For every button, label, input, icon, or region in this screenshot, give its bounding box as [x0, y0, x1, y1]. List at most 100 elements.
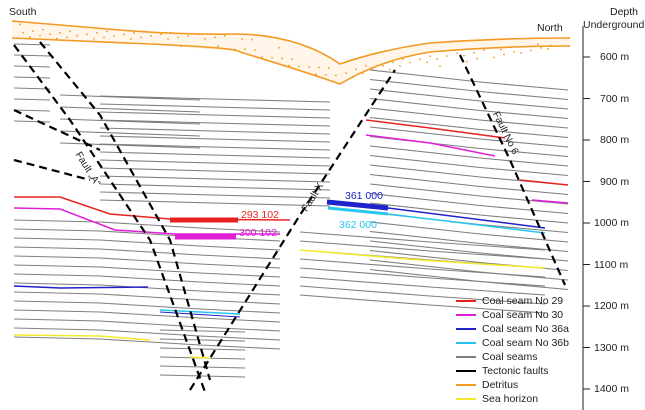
coal-seam-line — [99, 175, 331, 183]
depth-tick-label: 800 m — [600, 134, 630, 146]
sea-horizon-bottom — [189, 356, 211, 359]
coal-seam-line — [159, 338, 246, 342]
coal-seam-line — [13, 65, 51, 68]
coal-seam-line — [13, 336, 281, 350]
coal-seam-line — [13, 246, 281, 260]
coal-seam-line — [369, 268, 569, 291]
coal-seam-line — [99, 159, 331, 167]
legend-item: Coal seam No 36a — [456, 322, 569, 336]
legend-label: Coal seams — [482, 351, 538, 363]
coal-seam-line — [369, 230, 569, 253]
fault-branch-1 — [13, 109, 101, 151]
coal-seam-line — [369, 192, 569, 215]
coal-seam-line — [99, 103, 331, 111]
coal-seam-line — [59, 106, 201, 113]
coal-seam-line — [369, 221, 569, 243]
south-label: South — [9, 6, 37, 18]
coal-seam-line — [299, 276, 546, 296]
coal-seam-line — [369, 78, 569, 101]
coal-seam-line — [369, 145, 569, 167]
north-label: North — [537, 22, 563, 34]
depth-tick-label: 900 m — [600, 175, 630, 188]
coal-seam-line — [159, 347, 246, 351]
depth-axis — [582, 26, 590, 410]
coal-seam-line — [59, 118, 201, 125]
coal-seam-line — [299, 285, 546, 305]
coal-seam-line — [369, 69, 569, 91]
legend-item: Sea horizon — [456, 392, 569, 406]
depth-tick-label: 600 m — [600, 51, 630, 63]
red-line-icon — [456, 300, 476, 302]
coal-seam-line — [13, 98, 51, 101]
panel-293-label: 293 102 — [241, 209, 279, 221]
coal-seam-line — [13, 87, 51, 90]
coal-seam-line — [99, 143, 331, 151]
legend-label: Coal seam No 29 — [482, 295, 564, 307]
coal-seams — [13, 43, 569, 378]
tectonic-faults — [13, 41, 567, 393]
coal-seam-line — [159, 365, 246, 369]
coal-seam-line — [299, 231, 546, 251]
coal-seam-line — [13, 76, 51, 79]
depth-tick-label: 700 m — [600, 92, 630, 105]
legend-label: Coal seam No 36a — [482, 323, 569, 335]
colored-seams — [13, 119, 569, 359]
legend-item: Coal seam No 36b — [456, 336, 569, 350]
panel-362-label: 362 000 — [339, 219, 377, 231]
coal-seam-line — [99, 135, 331, 143]
seam-30-east — [531, 199, 569, 204]
coal-seam-line — [369, 107, 569, 129]
coal-seam-line — [99, 119, 331, 127]
coal-seam-line — [99, 167, 331, 175]
coal-seam-line — [99, 191, 331, 199]
depth-tick-label: 1000 m — [594, 217, 630, 229]
legend-label: Sea horizon — [482, 393, 539, 405]
cyan-line-icon — [456, 342, 476, 344]
depth-title: Depth — [610, 6, 639, 18]
coal-seam-line — [99, 111, 331, 119]
coal-seam-line — [369, 97, 569, 120]
coal-seam-line — [299, 240, 546, 260]
seam-36a-panel — [326, 199, 389, 211]
coal-seam-line — [59, 130, 201, 137]
coal-seam-line — [13, 318, 281, 332]
coal-seam-line — [369, 173, 569, 196]
coal-seam-line — [99, 95, 331, 103]
seam-36b-line — [387, 213, 546, 234]
fault-a-left — [13, 44, 207, 393]
depth-subtitle: Underground — [583, 19, 645, 31]
gray-line-icon — [456, 356, 476, 358]
legend: Coal seam No 29 Coal seam No 30 Coal seam … — [456, 294, 569, 406]
fault-x — [189, 69, 396, 391]
coal-seam-line — [13, 54, 51, 57]
panel-300-label: 300 102 — [239, 227, 277, 239]
yellow-line-icon — [456, 398, 476, 400]
coal-seam-line — [299, 258, 546, 278]
coal-seam-line — [99, 127, 331, 135]
coal-seam-line — [13, 309, 281, 323]
depth-tick-label: 1400 m — [594, 383, 630, 395]
coal-seam-line — [13, 228, 281, 242]
coal-seam-line — [369, 88, 569, 110]
legend-label: Coal seam No 30 — [482, 309, 564, 321]
legend-item: Coal seams — [456, 350, 569, 364]
seam-29-east — [519, 179, 569, 186]
seam-36a-line — [387, 207, 546, 229]
coal-seam-line — [13, 255, 281, 269]
seam-36a-south — [13, 285, 149, 289]
seam-30-north — [365, 134, 496, 157]
legend-item: Tectonic faults — [456, 364, 569, 378]
sea-horizon-north — [299, 249, 546, 269]
coal-seam-line — [13, 109, 51, 112]
panel-361-label: 361 000 — [345, 190, 383, 202]
coal-seam-line — [299, 267, 546, 287]
coal-seam-line — [369, 202, 569, 224]
depth-tick-label: 1300 m — [594, 341, 630, 354]
coal-seam-line — [159, 329, 246, 333]
coal-seam-line — [13, 219, 281, 233]
legend-item: Coal seam No 30 — [456, 308, 569, 322]
fault-branch-2 — [13, 158, 91, 182]
coal-seam-line — [13, 282, 281, 296]
seam-29-north — [365, 119, 506, 139]
